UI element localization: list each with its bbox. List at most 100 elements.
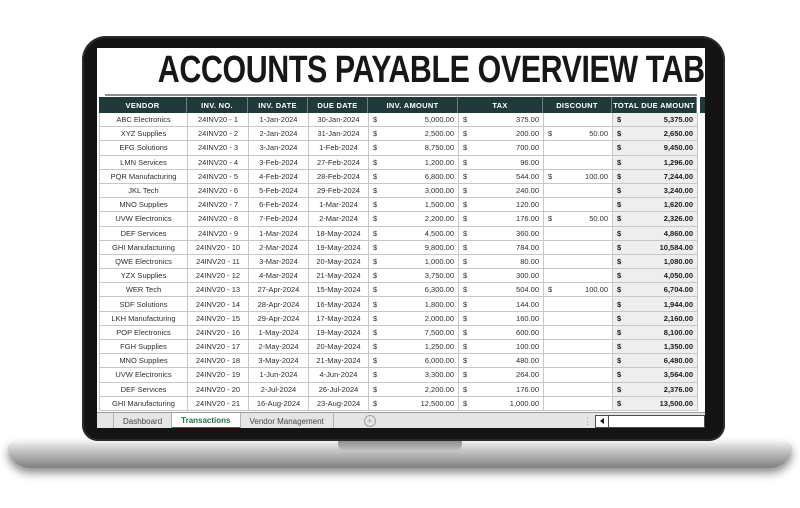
cell-due-date[interactable]: 18-May-2024 [309,226,369,241]
cell-discount[interactable] [544,297,613,312]
cell-due-date[interactable]: 21-May-2024 [309,354,369,369]
cell-vendor[interactable]: WER Tech [100,283,188,298]
cell-due-date[interactable]: 26-Jul-2024 [309,382,369,397]
cell-inv-amount[interactable]: $3,000.00 [369,183,459,199]
cell-vendor[interactable]: FGH Supplies [100,340,188,355]
cell-vendor[interactable]: QWE Electronics [100,254,188,270]
cell-inv-date[interactable]: 7-Feb-2024 [249,212,309,227]
cell-vendor[interactable]: JKL Tech [100,183,188,199]
cell-tax[interactable]: $80.00 [459,254,544,270]
cell-tax[interactable]: $1,000.00 [459,396,544,411]
cell-discount[interactable] [544,198,613,213]
cell-vendor[interactable]: GHI Manufacturing [100,240,188,255]
cell-vendor[interactable]: LKH Manufacturing [100,311,188,326]
cell-inv-amount[interactable]: $5,000.00 [369,113,459,128]
cell-due-date[interactable]: 1-Feb-2024 [309,141,369,156]
cell-inv-no[interactable]: 24INV20 - 1 [188,113,249,128]
cell-inv-date[interactable]: 29-Apr-2024 [249,311,309,326]
cell-inv-amount[interactable]: $8,750.00 [369,141,459,156]
cell-total-due[interactable]: $1,296.00 [613,155,698,170]
cell-total-due[interactable]: $1,080.00 [613,254,698,270]
cell-vendor[interactable]: MNO Supplies [100,198,188,213]
cell-inv-date[interactable]: 5-Feb-2024 [249,183,309,199]
cell-due-date[interactable]: 2-Mar-2024 [309,212,369,227]
cell-total-due[interactable]: $6,704.00 [613,283,698,298]
cell-inv-amount[interactable]: $3,300.00 [369,368,459,383]
cell-due-date[interactable]: 15-May-2024 [309,283,369,298]
cell-inv-amount[interactable]: $6,000.00 [369,354,459,369]
cell-tax[interactable]: $544.00 [459,169,544,184]
cell-total-due[interactable]: $6,480.00 [613,354,698,369]
cell-inv-amount[interactable]: $2,500.00 [369,127,459,142]
cell-inv-date[interactable]: 1-Jun-2024 [249,368,309,383]
cell-vendor[interactable]: MNO Supplies [100,354,188,369]
cell-inv-date[interactable]: 1-Mar-2024 [249,226,309,241]
cell-total-due[interactable]: $13,500.00 [613,396,698,411]
cell-due-date[interactable]: 19-May-2024 [309,325,369,340]
cell-inv-date[interactable]: 28-Apr-2024 [249,297,309,312]
cell-inv-amount[interactable]: $9,800.00 [369,240,459,255]
cell-inv-date[interactable]: 1-Jan-2024 [249,113,309,128]
scroll-left-button[interactable] [595,414,609,428]
sheet-tab-vendor-management[interactable]: Vendor Management [241,413,334,428]
cell-inv-no[interactable]: 24INV20 - 9 [188,226,249,241]
cell-vendor[interactable]: UVW Electronics [100,368,188,383]
cell-inv-date[interactable]: 27-Apr-2024 [249,283,309,298]
cell-inv-amount[interactable]: $6,300.00 [369,283,459,298]
cell-inv-date[interactable]: 2-May-2024 [249,340,309,355]
cell-tax[interactable]: $160.00 [459,311,544,326]
cell-inv-no[interactable]: 24INV20 - 2 [188,127,249,142]
cell-inv-amount[interactable]: $1,200.00 [369,155,459,170]
cell-inv-amount[interactable]: $12,500.00 [369,396,459,411]
cell-discount[interactable] [544,382,613,397]
cell-vendor[interactable]: DEF Services [100,226,188,241]
cell-tax[interactable]: $504.00 [459,283,544,298]
cell-discount[interactable] [544,340,613,355]
cell-vendor[interactable]: PQR Manufacturing [100,169,188,184]
cell-total-due[interactable]: $2,160.00 [613,311,698,326]
cell-inv-no[interactable]: 24INV20 - 18 [188,354,249,369]
cell-inv-date[interactable]: 6-Feb-2024 [249,198,309,213]
cell-vendor[interactable]: ABC Electronics [100,113,188,128]
cell-vendor[interactable]: SDF Solutions [100,297,188,312]
cell-discount[interactable]: $100.00 [544,169,613,184]
cell-inv-no[interactable]: 24INV20 - 15 [188,311,249,326]
cell-vendor[interactable]: POP Electronics [100,325,188,340]
cell-inv-date[interactable]: 3-Mar-2024 [249,254,309,270]
cell-due-date[interactable]: 17-May-2024 [309,311,369,326]
cell-discount[interactable]: $100.00 [544,283,613,298]
cell-tax[interactable]: $120.00 [459,198,544,213]
cell-total-due[interactable]: $8,100.00 [613,325,698,340]
cell-due-date[interactable]: 28-Feb-2024 [309,169,369,184]
cell-discount[interactable] [544,141,613,156]
cell-due-date[interactable]: 20-May-2024 [309,254,369,270]
cell-due-date[interactable]: 1-Mar-2024 [309,198,369,213]
cell-tax[interactable]: $784.00 [459,240,544,255]
horizontal-scrollbar-track[interactable] [609,414,705,428]
cell-discount[interactable] [544,325,613,340]
cell-inv-amount[interactable]: $4,500.00 [369,226,459,241]
cell-inv-date[interactable]: 2-Mar-2024 [249,240,309,255]
cell-inv-date[interactable]: 4-Feb-2024 [249,169,309,184]
cell-discount[interactable] [544,368,613,383]
cell-inv-no[interactable]: 24INV20 - 21 [188,396,249,411]
cell-inv-no[interactable]: 24INV20 - 13 [188,283,249,298]
cell-inv-date[interactable]: 2-Jan-2024 [249,127,309,142]
cell-inv-date[interactable]: 3-Jan-2024 [249,141,309,156]
cell-total-due[interactable]: $1,620.00 [613,198,698,213]
cell-inv-no[interactable]: 24INV20 - 11 [188,254,249,270]
cell-due-date[interactable]: 29-Feb-2024 [309,183,369,199]
cell-due-date[interactable]: 19-May-2024 [309,240,369,255]
cell-total-due[interactable]: $2,650.00 [613,127,698,142]
cell-total-due[interactable]: $3,240.00 [613,183,698,199]
cell-inv-no[interactable]: 24INV20 - 3 [188,141,249,156]
cell-tax[interactable]: $700.00 [459,141,544,156]
cell-due-date[interactable]: 16-May-2024 [309,297,369,312]
cell-due-date[interactable]: 27-Feb-2024 [309,155,369,170]
cell-discount[interactable] [544,396,613,411]
cell-vendor[interactable]: XYZ Supplies [100,127,188,142]
cell-vendor[interactable]: DEF Services [100,382,188,397]
cell-inv-amount[interactable]: $1,000.00 [369,254,459,270]
cell-discount[interactable] [544,240,613,255]
cell-discount[interactable] [544,354,613,369]
